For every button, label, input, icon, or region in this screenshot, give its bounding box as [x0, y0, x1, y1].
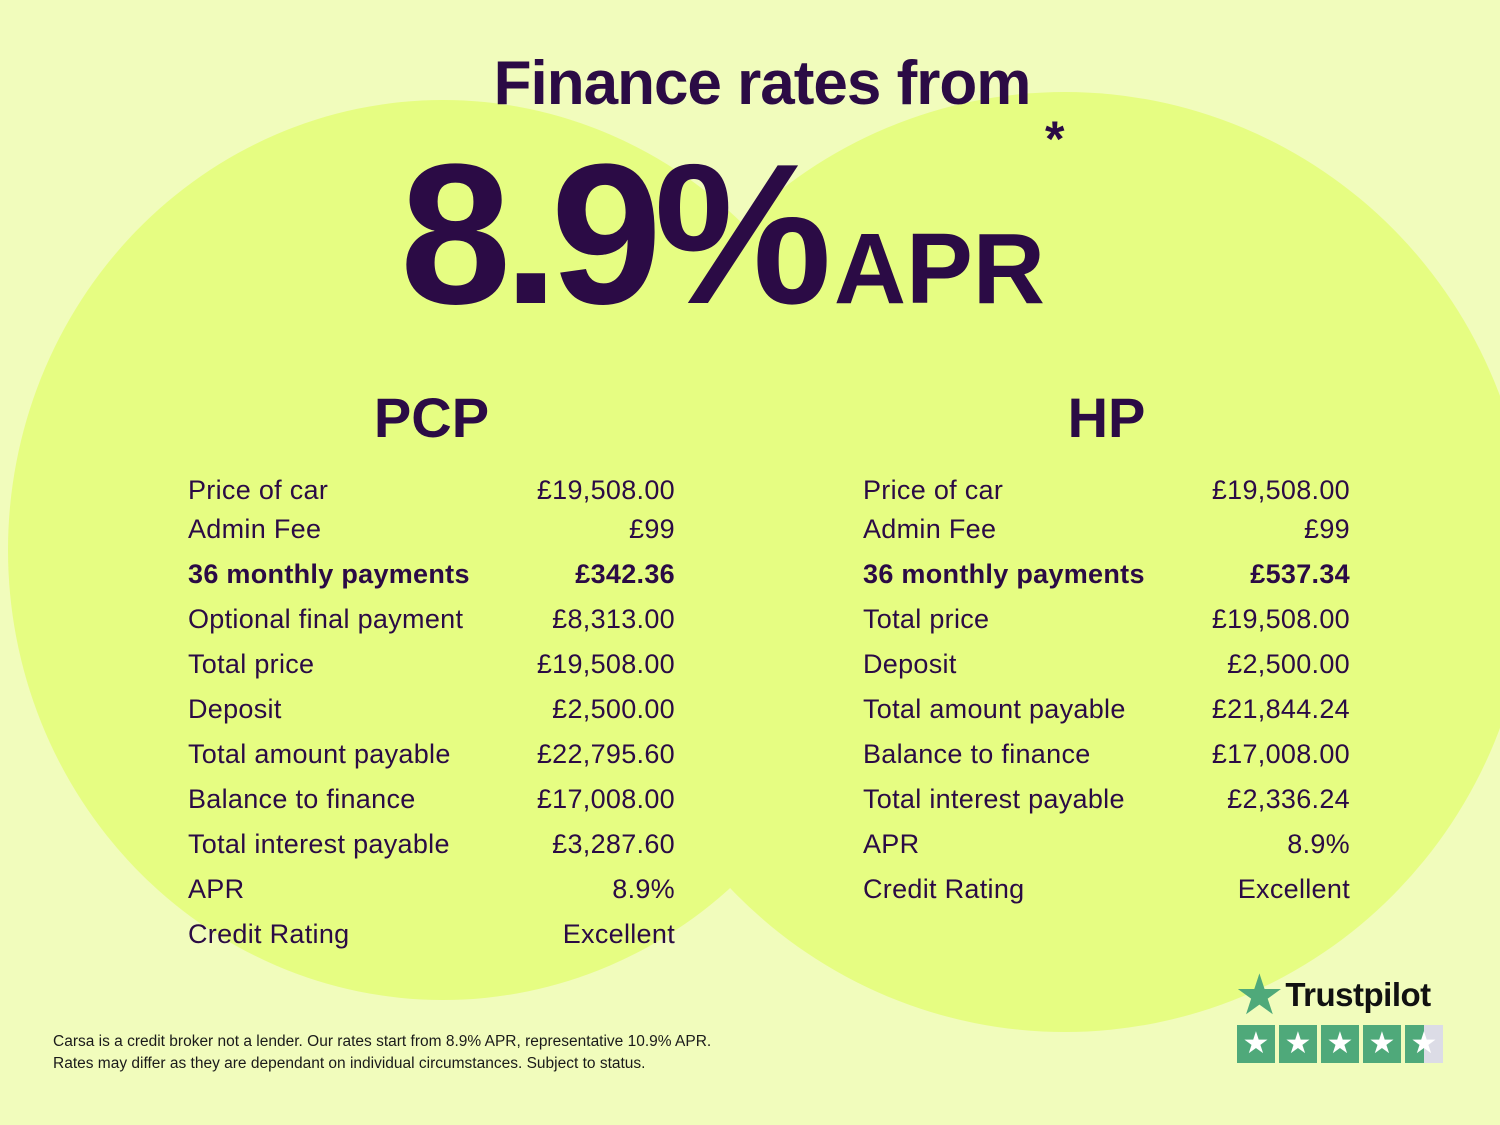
table-row: Balance to finance £17,008.00	[863, 732, 1350, 777]
row-label: Total price	[188, 649, 315, 679]
table-row: Balance to finance £17,008.00	[188, 777, 675, 822]
pcp-table: PCP Price of car £19,508.00 Admin Fee £99 36…	[188, 385, 675, 957]
row-value: £17,008.00	[1211, 739, 1350, 769]
trustpilot-badge[interactable]: ★ Trustpilot ★ ★ ★ ★ ★	[1237, 967, 1443, 1063]
table-row: Total interest payable £2,336.24	[863, 777, 1350, 822]
disclaimer-line: Carsa is a credit broker not a lender. O…	[53, 1033, 712, 1050]
table-row: Credit Rating Excellent	[863, 867, 1350, 912]
table-row: Optional final payment £8,313.00	[188, 597, 675, 642]
row-value: £21,844.24	[1211, 694, 1350, 724]
row-value: £22,795.60	[536, 739, 675, 769]
row-label: Deposit	[188, 694, 282, 724]
table-row: 36 monthly payments £537.34	[863, 552, 1350, 597]
hp-title: HP	[1067, 386, 1146, 449]
row-value: £19,508.00	[536, 475, 675, 505]
half-star-icon: ★	[1405, 1025, 1443, 1063]
table-row: Total amount payable £21,844.24	[863, 687, 1350, 732]
row-value: £19,508.00	[536, 649, 675, 679]
row-label: Credit Rating	[863, 874, 1025, 904]
row-label: Balance to finance	[188, 784, 416, 814]
table-row: Price of car £19,508.00	[188, 473, 675, 507]
trustpilot-rating: ★ ★ ★ ★ ★	[1237, 1025, 1443, 1063]
rate-footnote-mark: *	[1045, 111, 1065, 167]
table-row: Total interest payable £3,287.60	[188, 822, 675, 867]
row-label: Admin Fee	[188, 514, 322, 544]
row-label: APR	[863, 829, 920, 859]
rate-display: 8.9% APR*	[400, 111, 1064, 350]
table-row: APR 8.9%	[188, 867, 675, 912]
star-icon: ★	[1237, 1025, 1275, 1063]
row-value: £537.34	[1250, 559, 1350, 589]
row-value: £2,500.00	[552, 694, 675, 724]
star-icon: ★	[1363, 1025, 1401, 1063]
rate-suffix: APR	[833, 213, 1045, 325]
row-value: £99	[1304, 514, 1350, 544]
row-value: £8,313.00	[552, 604, 675, 634]
row-label: APR	[188, 874, 245, 904]
trustpilot-logo: ★ Trustpilot	[1237, 967, 1443, 1023]
table-row: Admin Fee £99	[188, 507, 675, 552]
trustpilot-name: Trustpilot	[1285, 976, 1431, 1013]
row-label: Balance to finance	[863, 739, 1091, 769]
headline: Finance rates from	[493, 49, 1032, 118]
row-value: Excellent	[1237, 874, 1350, 904]
table-row: Deposit £2,500.00	[863, 642, 1350, 687]
row-value: £19,508.00	[1211, 604, 1350, 634]
row-label: Total amount payable	[188, 739, 451, 769]
row-label: Total amount payable	[863, 694, 1126, 724]
row-label: Deposit	[863, 649, 957, 679]
disclaimer: Carsa is a credit broker not a lender. O…	[53, 1031, 711, 1075]
table-row: Total price £19,508.00	[863, 597, 1350, 642]
table-row: Deposit £2,500.00	[188, 687, 675, 732]
row-value: 8.9%	[612, 874, 675, 904]
disclaimer-line: Rates may differ as they are dependant o…	[53, 1055, 646, 1072]
table-row: Admin Fee £99	[863, 507, 1350, 552]
row-value: £2,336.24	[1227, 784, 1350, 814]
table-row: Credit Rating Excellent	[188, 912, 675, 957]
star-icon: ★	[1279, 1025, 1317, 1063]
row-value: £342.36	[575, 559, 675, 589]
row-label: Credit Rating	[188, 919, 350, 949]
trustpilot-star-icon: ★	[1237, 967, 1282, 1023]
row-value: £19,508.00	[1211, 475, 1350, 505]
row-value: £99	[629, 514, 675, 544]
row-value: Excellent	[562, 919, 675, 949]
row-label: Price of car	[863, 475, 1004, 505]
table-row: 36 monthly payments £342.36	[188, 552, 675, 597]
row-label: Total interest payable	[188, 829, 450, 859]
pcp-title: PCP	[373, 386, 490, 449]
row-value: £2,500.00	[1227, 649, 1350, 679]
row-label: 36 monthly payments	[188, 559, 470, 589]
background-circle-right	[600, 92, 1500, 1032]
star-icon: ★	[1321, 1025, 1359, 1063]
row-label: Total price	[863, 604, 990, 634]
table-row: Price of car £19,508.00	[863, 473, 1350, 507]
table-row: APR 8.9%	[863, 822, 1350, 867]
row-value: £3,287.60	[552, 829, 675, 859]
row-label: Admin Fee	[863, 514, 997, 544]
row-label: Optional final payment	[188, 604, 464, 634]
row-value: 8.9%	[1287, 829, 1350, 859]
row-label: Price of car	[188, 475, 329, 505]
row-value: £17,008.00	[536, 784, 675, 814]
rate-value: 8.9%	[400, 123, 832, 346]
row-label: Total interest payable	[863, 784, 1125, 814]
hp-table: HP Price of car £19,508.00 Admin Fee £99 36 …	[863, 385, 1350, 912]
row-label: 36 monthly payments	[863, 559, 1145, 589]
table-row: Total price £19,508.00	[188, 642, 675, 687]
table-row: Total amount payable £22,795.60	[188, 732, 675, 777]
